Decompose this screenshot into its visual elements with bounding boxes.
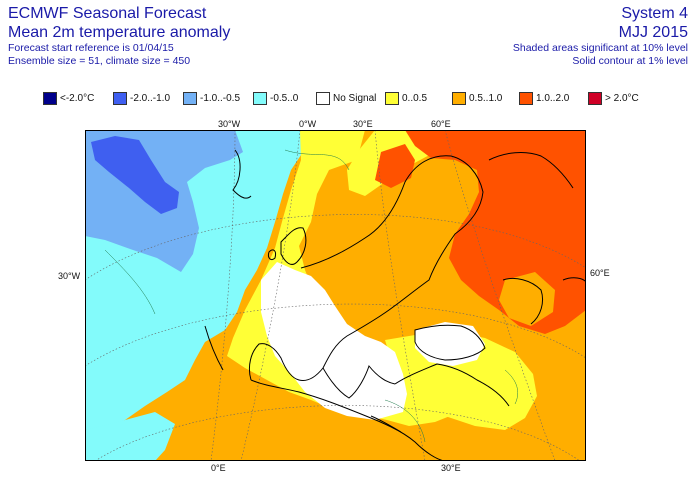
map-frame	[85, 130, 586, 461]
shaded-note: Shaded areas significant at 10% level	[512, 42, 688, 54]
legend-label: 0.5..1.0	[469, 93, 503, 104]
grid-label-top-60e: 60°E	[431, 119, 451, 129]
region-cyan-southwest	[85, 412, 175, 461]
legend-swatch	[183, 92, 197, 105]
legend-swatch	[385, 92, 399, 105]
system-label: System 4	[621, 5, 688, 22]
legend-label: -0.5..0	[270, 93, 299, 104]
anomaly-map	[85, 130, 586, 461]
period-label: MJJ 2015	[618, 24, 688, 41]
legend-label: <-2.0°C	[60, 93, 95, 104]
grid-label-top-30e: 30°E	[353, 119, 373, 129]
region-blue-core	[91, 136, 179, 214]
legend-swatch	[113, 92, 127, 105]
legend-swatch	[519, 92, 533, 105]
legend-label: 1.0..2.0	[536, 93, 570, 104]
legend-swatch	[588, 92, 602, 105]
grid-label-left-30w: 30°W	[58, 271, 81, 281]
page-title: ECMWF Seasonal Forecast	[8, 5, 207, 22]
grid-label-bottom-30e: 30°E	[441, 463, 461, 473]
legend-swatch	[253, 92, 267, 105]
grid-label-top-0w: 0°W	[299, 119, 317, 129]
grid-label-bottom-0e: 0°E	[211, 463, 226, 473]
legend-label: 0..0.5	[402, 93, 428, 104]
ensemble-size: Ensemble size = 51, climate size = 450	[8, 55, 191, 67]
legend-label: -2.0..-1.0	[130, 93, 171, 104]
contour-note: Solid contour at 1% level	[572, 55, 688, 67]
legend-label: -1.0..-0.5	[200, 93, 241, 104]
header-left: ECMWF Seasonal Forecast Mean 2m temperat…	[8, 4, 428, 68]
header-right: System 4 MJJ 2015 Shaded areas significa…	[388, 4, 688, 68]
legend: <-2.0°C -2.0..-1.0 -1.0..-0.5 -0.5..0 No…	[43, 91, 663, 107]
legend-label: > 2.0°C	[605, 93, 639, 104]
page-subtitle: Mean 2m temperature anomaly	[8, 24, 231, 41]
region-red-scandinavia	[375, 144, 415, 188]
coastlines	[204, 149, 586, 461]
grid-label-right-60e: 60°E	[590, 268, 610, 278]
legend-label: No Signal	[333, 93, 377, 104]
grid-label-top-30w: 30°W	[218, 119, 241, 129]
region-no-signal-east	[415, 322, 485, 366]
map-canvas	[85, 130, 586, 461]
legend-swatch	[452, 92, 466, 105]
legend-swatch	[316, 92, 330, 105]
region-orange-north-africa	[165, 380, 401, 461]
legend-swatch	[43, 92, 57, 105]
region-no-signal-europe	[261, 262, 407, 420]
forecast-start-reference: Forecast start reference is 01/04/15	[8, 42, 174, 54]
region-orange-caspian	[499, 272, 555, 326]
graticule	[85, 130, 586, 461]
significance-contours	[104, 149, 518, 443]
